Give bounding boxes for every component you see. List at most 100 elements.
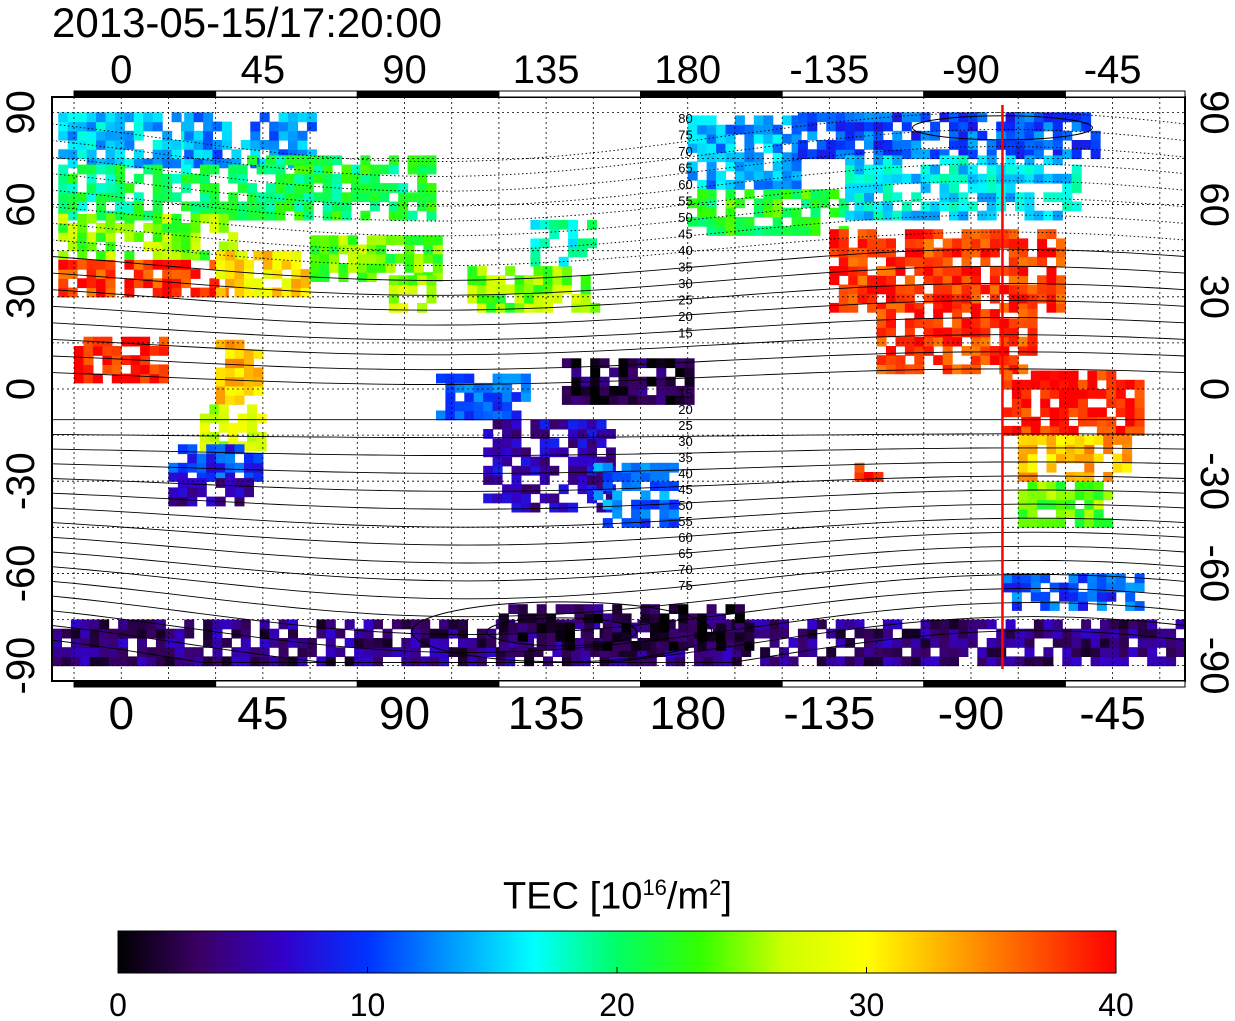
- tec-cell: [105, 192, 116, 203]
- tec-cell: [791, 143, 802, 153]
- tec-cell: [347, 263, 358, 273]
- tec-cell: [215, 269, 226, 279]
- tec-cell: [845, 121, 856, 132]
- tec-cell: [439, 656, 450, 667]
- tec-cell: [593, 462, 604, 473]
- tec-cell: [558, 484, 569, 495]
- tec-cell: [253, 385, 264, 396]
- tec-cell: [319, 244, 330, 255]
- tec-cell: [1090, 638, 1101, 648]
- tec-cell: [873, 628, 884, 639]
- tec-cell: [782, 226, 793, 236]
- tec-cell: [483, 410, 494, 421]
- tec-cell: [854, 462, 865, 473]
- tec-cell: [520, 493, 531, 504]
- tec-cell: [734, 622, 745, 633]
- tec-cell: [1027, 453, 1038, 464]
- bottom-lon-tick-label: -135: [783, 687, 875, 739]
- tec-cell: [140, 373, 151, 384]
- tec-cell: [1056, 435, 1066, 445]
- tec-cell: [429, 656, 440, 667]
- tec-cell: [716, 216, 727, 227]
- tec-cell: [96, 269, 107, 279]
- top-lon-tick-label: -90: [942, 48, 1000, 92]
- tec-cell: [854, 173, 865, 184]
- tec-cell: [609, 656, 620, 667]
- left-lat-tick-label: 0: [0, 378, 43, 400]
- tec-cell: [1115, 398, 1126, 408]
- tec-cell: [1118, 638, 1129, 648]
- tec-cell: [942, 355, 953, 365]
- tec-cell: [1059, 370, 1070, 381]
- tec-cell: [514, 293, 525, 304]
- tec-cell: [209, 404, 220, 415]
- tec-cell: [656, 367, 667, 378]
- tec-cell: [360, 192, 371, 203]
- tec-cell: [118, 647, 129, 657]
- tec-cell: [772, 180, 783, 190]
- tec-cell: [574, 604, 585, 614]
- tec-cell: [1027, 444, 1038, 455]
- tec-cell: [373, 619, 383, 630]
- tec-cell: [549, 219, 560, 230]
- tec-cell: [687, 613, 698, 624]
- tec-cell: [857, 275, 868, 286]
- tec-cell: [152, 201, 163, 212]
- tec-cell: [539, 219, 550, 230]
- tec-cell: [942, 302, 953, 313]
- tec-cell: [864, 140, 874, 150]
- bottom-lon-tick-label: 90: [379, 687, 430, 739]
- tec-cell: [706, 198, 717, 209]
- contour-line: [51, 351, 1186, 371]
- tec-cell: [1078, 416, 1088, 427]
- tec-cell: [234, 269, 245, 279]
- tec-cell: [502, 429, 513, 439]
- tec-cell: [769, 656, 780, 667]
- tec-cell: [933, 327, 944, 338]
- tec-cell: [1068, 379, 1079, 390]
- tec-cell: [237, 164, 248, 175]
- tec-cell: [882, 201, 893, 212]
- tec-cell: [772, 143, 783, 153]
- tec-cell: [530, 247, 541, 258]
- tec-cell: [590, 302, 601, 313]
- tec-cell: [1071, 121, 1082, 132]
- tec-cell: [259, 638, 270, 648]
- tec-cell: [1018, 462, 1029, 473]
- tec-cell: [864, 472, 874, 482]
- tec-cell: [105, 130, 116, 141]
- tec-cell: [659, 499, 670, 510]
- tec-cell: [725, 631, 736, 642]
- tec-cell: [980, 256, 991, 267]
- tec-cell: [716, 613, 727, 624]
- tec-cell: [187, 453, 198, 464]
- contour-label: 20: [678, 309, 692, 324]
- tec-cell: [58, 232, 69, 242]
- tec-cell: [111, 355, 122, 365]
- tec-cell: [58, 278, 69, 289]
- tec-cell: [914, 238, 925, 249]
- tec-cell: [706, 216, 717, 227]
- tec-cell: [1011, 389, 1022, 399]
- tec-cell: [967, 130, 978, 141]
- tec-cell: [294, 192, 305, 203]
- contour-lines: [51, 111, 1186, 664]
- tec-cell: [181, 259, 191, 270]
- tec-cell: [697, 152, 708, 163]
- tec-cell: [360, 164, 371, 175]
- tec-cell: [476, 266, 487, 276]
- tec-cell: [882, 173, 893, 184]
- polar-contour: [486, 617, 638, 647]
- tec-region: [168, 444, 264, 482]
- tec-cell: [244, 367, 254, 378]
- tec-cell: [382, 647, 393, 657]
- tec-cell: [259, 656, 270, 667]
- tec-cell: [190, 213, 201, 224]
- tec-cell: [240, 140, 251, 150]
- tec-cell: [583, 641, 594, 651]
- tec-cell: [816, 140, 827, 150]
- tec-cell: [1043, 192, 1054, 203]
- tec-cell: [80, 647, 91, 657]
- tec-cell: [303, 201, 314, 212]
- tec-cell: [697, 216, 708, 227]
